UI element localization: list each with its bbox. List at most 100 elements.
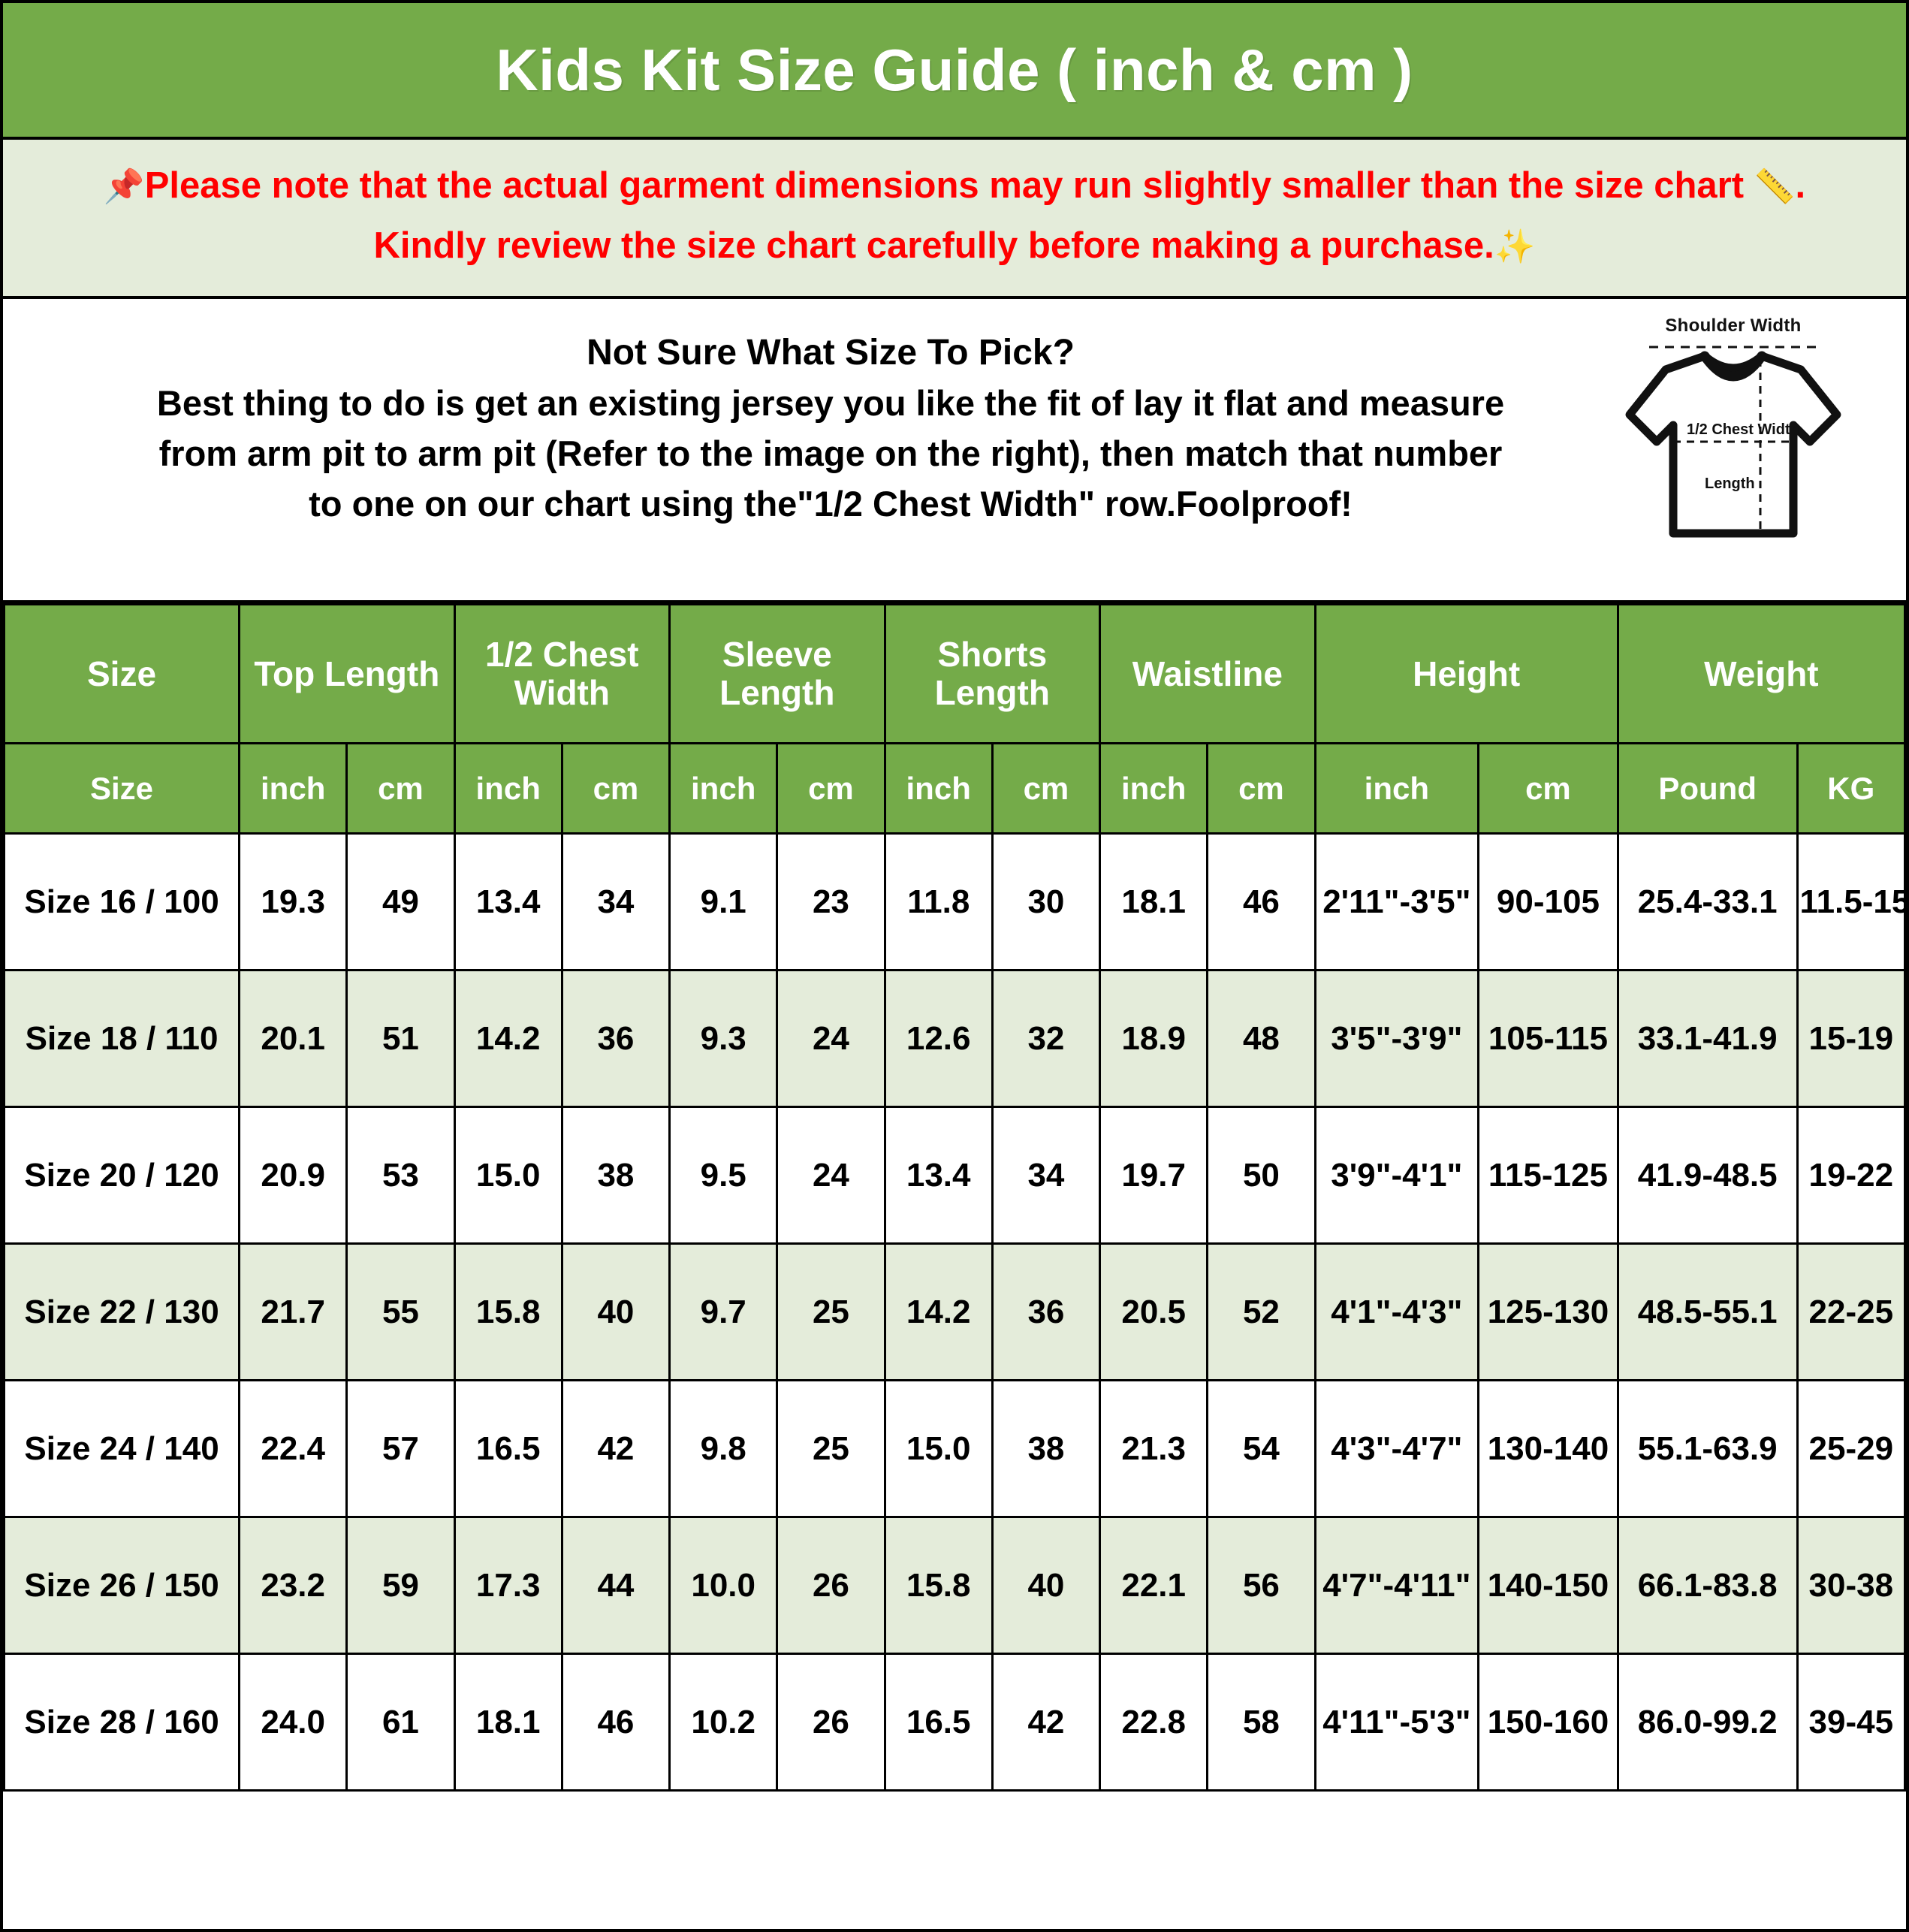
table-row: Size 16 / 100 19.3 49 13.4 34 9.1 23 11.8 30 18.1… <box>3 832 1906 972</box>
data-cell: 49 <box>345 832 456 972</box>
data-cell: 90-105 <box>1477 832 1619 972</box>
data-cell: 12.6 <box>883 969 994 1109</box>
table-group-header-7: Weight <box>1616 603 1906 745</box>
notice-line-1-suffix: . <box>1795 165 1806 206</box>
instructions-heading: Not Sure What Size To Pick? <box>587 333 1075 373</box>
data-cell: 18.1 <box>1099 832 1209 972</box>
chest-width-label-text: 1/2 Chest Width <box>1687 421 1799 438</box>
data-cell: 20.5 <box>1099 1242 1209 1382</box>
table-group-header-0: Size <box>3 603 241 745</box>
length-label-text: Length <box>1705 475 1755 492</box>
title-banner: Kids Kit Size Guide ( inch & cm ) <box>3 3 1906 140</box>
table-unit-header-8: cm <box>991 742 1102 835</box>
notice-band: 📌Please note that the actual garment dim… <box>3 140 1906 300</box>
table-unit-header-14: KG <box>1796 742 1906 835</box>
data-cell: 58 <box>1206 1653 1316 1792</box>
data-cell: 150-160 <box>1477 1653 1619 1792</box>
data-cell: 11.8 <box>883 832 994 972</box>
data-cell: 24.0 <box>238 1653 348 1792</box>
size-chart-table: Size Top Length 1/2 Chest Width Sleeve Leng… <box>3 603 1906 1792</box>
data-cell: 24 <box>776 1106 886 1245</box>
table-header: Size Top Length 1/2 Chest Width Sleeve Leng… <box>3 603 1906 835</box>
data-cell: 38 <box>991 1379 1102 1519</box>
instructions-text: Not Sure What Size To Pick? Best thing t… <box>3 328 1906 529</box>
table-group-header-6: Height <box>1313 603 1619 745</box>
data-cell: 51 <box>345 969 456 1109</box>
table-row: Size 22 / 130 21.7 55 15.8 40 9.7 25 14.2 36 20.5… <box>3 1242 1906 1382</box>
data-cell: 66.1-83.8 <box>1616 1516 1799 1656</box>
data-cell: 19-22 <box>1796 1106 1906 1245</box>
data-cell: 25 <box>776 1242 886 1382</box>
shoulder-width-label: Shoulder Width <box>1665 315 1802 337</box>
data-cell: 30-38 <box>1796 1516 1906 1656</box>
data-cell: 19.7 <box>1099 1106 1209 1245</box>
table-row: Size 18 / 110 20.1 51 14.2 36 9.3 24 12.6 32 18.9… <box>3 969 1906 1109</box>
data-cell: 2'11"-3'5" <box>1313 832 1480 972</box>
data-cell: 125-130 <box>1477 1242 1619 1382</box>
data-cell: 21.3 <box>1099 1379 1209 1519</box>
instructions-line-3: to one on our chart using the"1/2 Chest … <box>309 483 1353 524</box>
notice-line-1: 📌Please note that the actual garment dim… <box>18 161 1891 210</box>
table-row: Size 26 / 150 23.2 59 17.3 44 10.0 26 15.8 40 22.… <box>3 1516 1906 1656</box>
data-cell: 26 <box>776 1516 886 1656</box>
data-cell: 9.5 <box>668 1106 779 1245</box>
table-group-header-5: Waistline <box>1099 603 1316 745</box>
size-label-cell: Size 24 / 140 <box>3 1379 241 1519</box>
data-cell: 30 <box>991 832 1102 972</box>
data-cell: 55 <box>345 1242 456 1382</box>
data-cell: 40 <box>560 1242 671 1382</box>
data-cell: 36 <box>560 969 671 1109</box>
data-cell: 13.4 <box>883 1106 994 1245</box>
size-label-cell: Size 22 / 130 <box>3 1242 241 1382</box>
data-cell: 11.5-15 <box>1796 832 1906 972</box>
table-unit-header-5: inch <box>668 742 779 835</box>
data-cell: 3'5"-3'9" <box>1313 969 1480 1109</box>
data-cell: 105-115 <box>1477 969 1619 1109</box>
data-cell: 54 <box>1206 1379 1316 1519</box>
data-cell: 15.0 <box>453 1106 563 1245</box>
data-cell: 48 <box>1206 969 1316 1109</box>
data-cell: 13.4 <box>453 832 563 972</box>
data-cell: 115-125 <box>1477 1106 1619 1245</box>
table-unit-header-13: Pound <box>1616 742 1799 835</box>
page-title: Kids Kit Size Guide ( inch & cm ) <box>496 36 1413 103</box>
notice-line-2: Kindly review the size chart carefully b… <box>18 221 1891 270</box>
table-unit-header-2: cm <box>345 742 456 835</box>
table-unit-header-row: Size inch cm inch cm inch cm inch cm inch cm inch cm… <box>3 742 1906 835</box>
data-cell: 24 <box>776 969 886 1109</box>
table-row: Size 20 / 120 20.9 53 15.0 38 9.5 24 13.4 34 19.7… <box>3 1106 1906 1245</box>
size-label-cell: Size 26 / 150 <box>3 1516 241 1656</box>
table-unit-header-10: cm <box>1206 742 1316 835</box>
data-cell: 22.1 <box>1099 1516 1209 1656</box>
size-label-cell: Size 28 / 160 <box>3 1653 241 1792</box>
instructions-line-1: Best thing to do is get an existing jers… <box>156 383 1505 424</box>
data-cell: 56 <box>1206 1516 1316 1656</box>
size-label-cell: Size 16 / 100 <box>3 832 241 972</box>
data-cell: 140-150 <box>1477 1516 1619 1656</box>
table-unit-header-12: cm <box>1477 742 1619 835</box>
table-unit-header-4: cm <box>560 742 671 835</box>
data-cell: 41.9-48.5 <box>1616 1106 1799 1245</box>
data-cell: 20.9 <box>238 1106 348 1245</box>
data-cell: 48.5-55.1 <box>1616 1242 1799 1382</box>
data-cell: 18.9 <box>1099 969 1209 1109</box>
instructions-line-2: from arm pit to arm pit (Refer to the im… <box>158 433 1503 474</box>
data-cell: 15.8 <box>453 1242 563 1382</box>
data-cell: 42 <box>991 1653 1102 1792</box>
data-cell: 18.1 <box>453 1653 563 1792</box>
data-cell: 9.7 <box>668 1242 779 1382</box>
data-cell: 32 <box>991 969 1102 1109</box>
ruler-icon: 📏 <box>1754 168 1796 205</box>
data-cell: 42 <box>560 1379 671 1519</box>
table-row: Size 24 / 140 22.4 57 16.5 42 9.8 25 15.0 38 21.3… <box>3 1379 1906 1519</box>
table-group-header-row: Size Top Length 1/2 Chest Width Sleeve Leng… <box>3 603 1906 745</box>
data-cell: 22.4 <box>238 1379 348 1519</box>
table-unit-header-1: inch <box>238 742 348 835</box>
data-cell: 25 <box>776 1379 886 1519</box>
tshirt-icon: 1/2 Chest Width Length <box>1625 346 1841 538</box>
table-group-header-2: 1/2 Chest Width <box>453 603 671 745</box>
data-cell: 10.0 <box>668 1516 779 1656</box>
data-cell: 4'3"-4'7" <box>1313 1379 1480 1519</box>
data-cell: 14.2 <box>883 1242 994 1382</box>
data-cell: 9.1 <box>668 832 779 972</box>
